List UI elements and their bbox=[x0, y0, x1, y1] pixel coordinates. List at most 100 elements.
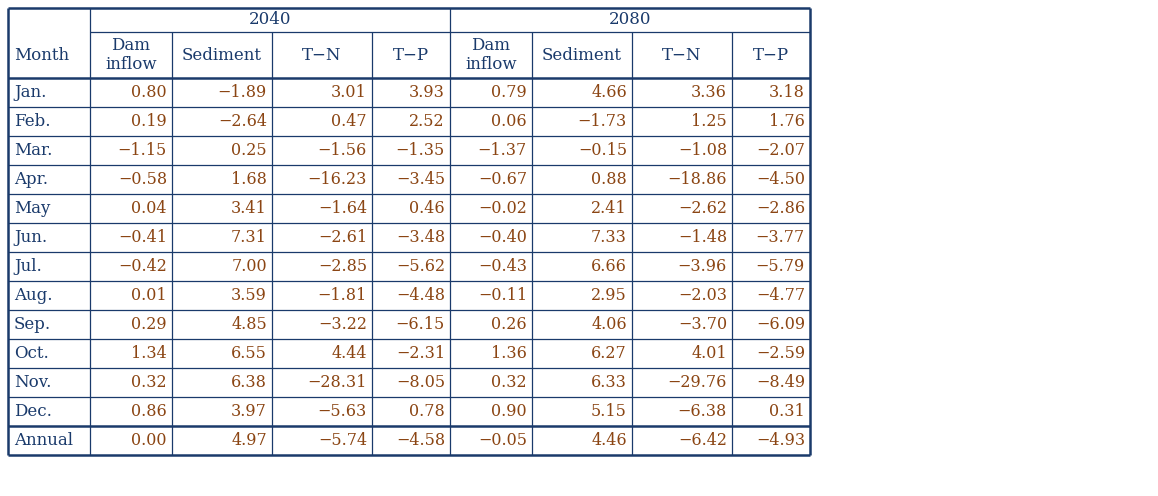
Text: 6.33: 6.33 bbox=[591, 374, 626, 391]
Text: −1.15: −1.15 bbox=[118, 142, 167, 159]
Text: −2.64: −2.64 bbox=[218, 113, 267, 130]
Text: 0.01: 0.01 bbox=[131, 287, 167, 304]
Text: 0.06: 0.06 bbox=[491, 113, 527, 130]
Text: 4.66: 4.66 bbox=[592, 84, 626, 101]
Text: 1.34: 1.34 bbox=[131, 345, 167, 362]
Text: −2.85: −2.85 bbox=[318, 258, 367, 275]
Text: Dam
inflow: Dam inflow bbox=[105, 37, 156, 73]
Text: −2.59: −2.59 bbox=[756, 345, 805, 362]
Text: −18.86: −18.86 bbox=[667, 171, 727, 188]
Text: 0.32: 0.32 bbox=[491, 374, 527, 391]
Text: Dec.: Dec. bbox=[14, 403, 52, 420]
Text: Month: Month bbox=[14, 47, 69, 63]
Text: −0.43: −0.43 bbox=[478, 258, 527, 275]
Text: −0.42: −0.42 bbox=[118, 258, 167, 275]
Text: 0.86: 0.86 bbox=[131, 403, 167, 420]
Text: T−P: T−P bbox=[753, 47, 789, 63]
Text: 3.59: 3.59 bbox=[232, 287, 267, 304]
Text: −5.62: −5.62 bbox=[396, 258, 445, 275]
Text: −3.77: −3.77 bbox=[756, 229, 805, 246]
Text: 2.95: 2.95 bbox=[592, 287, 626, 304]
Text: Apr.: Apr. bbox=[14, 171, 47, 188]
Text: −2.07: −2.07 bbox=[756, 142, 805, 159]
Text: Sep.: Sep. bbox=[14, 316, 51, 333]
Text: −3.45: −3.45 bbox=[396, 171, 445, 188]
Text: −1.08: −1.08 bbox=[677, 142, 727, 159]
Text: −1.73: −1.73 bbox=[578, 113, 626, 130]
Text: 3.93: 3.93 bbox=[409, 84, 445, 101]
Text: T−N: T−N bbox=[302, 47, 342, 63]
Text: 0.79: 0.79 bbox=[491, 84, 527, 101]
Text: 0.00: 0.00 bbox=[132, 432, 167, 449]
Text: −4.77: −4.77 bbox=[756, 287, 805, 304]
Text: −2.62: −2.62 bbox=[677, 200, 727, 217]
Text: −5.79: −5.79 bbox=[756, 258, 805, 275]
Text: −6.42: −6.42 bbox=[677, 432, 727, 449]
Text: −2.31: −2.31 bbox=[396, 345, 445, 362]
Text: −16.23: −16.23 bbox=[308, 171, 367, 188]
Text: Jul.: Jul. bbox=[14, 258, 42, 275]
Text: −1.64: −1.64 bbox=[318, 200, 367, 217]
Text: 0.47: 0.47 bbox=[331, 113, 367, 130]
Text: 7.33: 7.33 bbox=[591, 229, 626, 246]
Text: −8.49: −8.49 bbox=[756, 374, 805, 391]
Text: 4.46: 4.46 bbox=[592, 432, 626, 449]
Text: −1.56: −1.56 bbox=[317, 142, 367, 159]
Text: 0.31: 0.31 bbox=[769, 403, 805, 420]
Text: 0.88: 0.88 bbox=[592, 171, 626, 188]
Text: 4.06: 4.06 bbox=[592, 316, 626, 333]
Text: −0.58: −0.58 bbox=[118, 171, 167, 188]
Bar bbox=[8, 8, 809, 455]
Text: Mar.: Mar. bbox=[14, 142, 52, 159]
Text: −4.50: −4.50 bbox=[756, 171, 805, 188]
Text: −1.48: −1.48 bbox=[677, 229, 727, 246]
Text: 2040: 2040 bbox=[249, 11, 292, 28]
Text: −0.02: −0.02 bbox=[478, 200, 527, 217]
Text: 7.31: 7.31 bbox=[232, 229, 267, 246]
Text: 3.97: 3.97 bbox=[232, 403, 267, 420]
Text: −4.93: −4.93 bbox=[756, 432, 805, 449]
Text: 6.27: 6.27 bbox=[592, 345, 626, 362]
Text: Jun.: Jun. bbox=[14, 229, 47, 246]
Text: 6.66: 6.66 bbox=[591, 258, 626, 275]
Text: 0.32: 0.32 bbox=[131, 374, 167, 391]
Text: Nov.: Nov. bbox=[14, 374, 51, 391]
Text: 4.01: 4.01 bbox=[691, 345, 727, 362]
Text: Jan.: Jan. bbox=[14, 84, 46, 101]
Text: −4.48: −4.48 bbox=[396, 287, 445, 304]
Text: 6.55: 6.55 bbox=[232, 345, 267, 362]
Text: −3.48: −3.48 bbox=[396, 229, 445, 246]
Text: −2.03: −2.03 bbox=[677, 287, 727, 304]
Text: −3.70: −3.70 bbox=[677, 316, 727, 333]
Text: −1.89: −1.89 bbox=[218, 84, 267, 101]
Text: 4.44: 4.44 bbox=[331, 345, 367, 362]
Text: 4.97: 4.97 bbox=[232, 432, 267, 449]
Text: −1.35: −1.35 bbox=[396, 142, 445, 159]
Text: May: May bbox=[14, 200, 51, 217]
Text: −1.37: −1.37 bbox=[478, 142, 527, 159]
Text: 1.36: 1.36 bbox=[491, 345, 527, 362]
Text: 3.18: 3.18 bbox=[769, 84, 805, 101]
Text: 5.15: 5.15 bbox=[591, 403, 626, 420]
Text: Sediment: Sediment bbox=[182, 47, 262, 63]
Text: −4.58: −4.58 bbox=[396, 432, 445, 449]
Text: −29.76: −29.76 bbox=[668, 374, 727, 391]
Text: −3.22: −3.22 bbox=[318, 316, 367, 333]
Text: Dam
inflow: Dam inflow bbox=[466, 37, 516, 73]
Text: −5.63: −5.63 bbox=[317, 403, 367, 420]
Text: 0.26: 0.26 bbox=[491, 316, 527, 333]
Text: −2.86: −2.86 bbox=[756, 200, 805, 217]
Text: 2.41: 2.41 bbox=[592, 200, 626, 217]
Text: −1.81: −1.81 bbox=[317, 287, 367, 304]
Text: 3.01: 3.01 bbox=[331, 84, 367, 101]
Text: −0.11: −0.11 bbox=[478, 287, 527, 304]
Text: −6.15: −6.15 bbox=[396, 316, 445, 333]
Text: −28.31: −28.31 bbox=[308, 374, 367, 391]
Text: 1.68: 1.68 bbox=[232, 171, 267, 188]
Text: −3.96: −3.96 bbox=[677, 258, 727, 275]
Text: −6.38: −6.38 bbox=[677, 403, 727, 420]
Text: 0.19: 0.19 bbox=[131, 113, 167, 130]
Text: 4.85: 4.85 bbox=[232, 316, 267, 333]
Text: Feb.: Feb. bbox=[14, 113, 51, 130]
Text: −0.40: −0.40 bbox=[478, 229, 527, 246]
